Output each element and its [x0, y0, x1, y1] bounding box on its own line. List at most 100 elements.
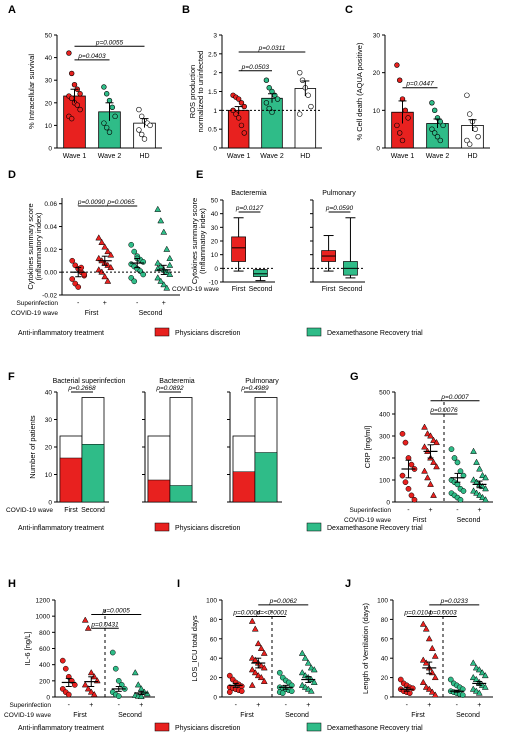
p-value-label: p=0.0004: [232, 609, 261, 616]
data-point: [136, 106, 142, 113]
data-point: [238, 100, 245, 106]
data-point-triangle: [476, 491, 483, 498]
superinfection-tick: +: [103, 300, 107, 307]
data-point-triangle: [422, 625, 430, 632]
row-label-superinfection: Superinfection: [9, 702, 51, 709]
data-point-triangle: [422, 683, 430, 690]
data-point-triangle: [157, 262, 165, 269]
y-axis-label: Length of Ventilation (days): [361, 603, 370, 694]
data-point: [109, 649, 116, 656]
data-point-triangle: [470, 447, 477, 454]
data-point: [402, 107, 408, 114]
data-point: [297, 69, 303, 76]
legend-label: Dexamethasone Recovery trial: [327, 725, 423, 732]
data-point: [75, 284, 82, 290]
data-point: [394, 62, 400, 68]
superinfection-tick: +: [477, 507, 481, 514]
data-point-triangle: [419, 656, 427, 663]
superinfection-tick: +: [139, 702, 143, 709]
x-tick-label: HD: [139, 153, 149, 160]
data-point: [411, 496, 418, 503]
data-point-triangle: [260, 664, 268, 671]
data-point: [112, 113, 118, 120]
p-value-label: p=0.0233: [440, 598, 469, 605]
y-tick-label: 200: [379, 456, 390, 463]
y-tick-label: 80: [210, 617, 218, 624]
wave-tick: Second: [456, 712, 480, 719]
data-point-triangle: [424, 430, 431, 437]
x-tick-label: Second: [249, 286, 273, 293]
data-point-triangle: [163, 284, 171, 291]
data-point-triangle: [419, 620, 427, 627]
superinfection-tick: +: [162, 300, 166, 307]
data-point-triangle: [428, 688, 436, 695]
y-tick-label: 0: [46, 695, 50, 702]
data-point: [408, 492, 415, 499]
data-point: [464, 92, 470, 98]
data-point: [109, 104, 116, 111]
data-point-triangle: [248, 681, 256, 688]
data-point: [454, 459, 461, 466]
data-point-triangle: [104, 277, 112, 284]
data-point-triangle: [160, 228, 168, 235]
wave-tick: First: [240, 712, 254, 719]
x-tick-label: First: [322, 286, 336, 293]
data-point-triangle: [251, 656, 259, 663]
superinfection-tick: -: [407, 507, 410, 514]
data-point-triangle: [469, 673, 477, 681]
data-point-triangle: [81, 616, 89, 623]
data-point-triangle: [428, 644, 436, 651]
data-point: [434, 134, 441, 140]
panel-h: H 0 200 400 600 800 1000 1200 IL-6 [ng/L] p=0.043…: [4, 578, 155, 719]
data-point: [279, 690, 286, 696]
panel-letter: A: [8, 4, 16, 16]
superinfection-tick: +: [477, 702, 481, 709]
data-point: [299, 77, 306, 83]
data-point: [276, 669, 283, 676]
p-value-label: p=0.0503: [241, 64, 270, 71]
p-value-label: p=0.0090: [77, 199, 106, 206]
bar-filled: [81, 444, 105, 503]
p-value-label: p=0.0007: [440, 394, 469, 401]
data-point: [457, 496, 464, 503]
data-point-triangle: [469, 659, 477, 666]
x-tick-label: HD: [467, 153, 477, 160]
data-point: [402, 439, 409, 446]
superinfection-tick: -: [406, 702, 409, 709]
wave-tick: Second: [457, 517, 481, 524]
data-point-triangle: [157, 277, 165, 284]
data-point: [297, 111, 303, 117]
x-tick-label: HD: [300, 153, 310, 160]
data-point-triangle: [154, 274, 162, 281]
y-axis-label: Number of patients: [28, 415, 37, 479]
data-point: [406, 690, 413, 696]
superinfection-tick: -: [118, 702, 121, 709]
data-point: [115, 693, 122, 700]
legend-swatch: [306, 522, 322, 532]
data-point: [429, 100, 435, 106]
data-point-triangle: [137, 692, 145, 700]
data-point: [131, 278, 138, 285]
y-tick-label: 100: [379, 478, 390, 485]
data-point-triangle: [478, 669, 486, 676]
y-axis-label: Cytokines summary score: [26, 203, 35, 289]
legend-label: Dexamethasone Recovery trial: [327, 525, 423, 532]
legend-label: Physicians discretion: [175, 525, 240, 532]
legend-swatch: [154, 327, 170, 337]
panel-d: D -0.02 0.00 0.02 0.04 0.06 Cytokines summary …: [8, 169, 180, 317]
data-point-triangle: [470, 476, 477, 483]
data-point: [71, 682, 78, 688]
data-point: [263, 77, 270, 83]
panel-letter: I: [177, 578, 180, 590]
wave-tick: Second: [139, 310, 163, 317]
data-point-triangle: [421, 443, 428, 450]
data-point: [266, 105, 272, 112]
bar-filled: [59, 457, 83, 503]
y-tick-label: 10: [45, 123, 53, 130]
y-tick-label: 0.04: [44, 224, 57, 231]
data-point: [460, 488, 467, 494]
data-point-triangle: [254, 671, 262, 679]
data-point-triangle: [160, 281, 168, 288]
y-tick-label: -10: [209, 280, 219, 287]
